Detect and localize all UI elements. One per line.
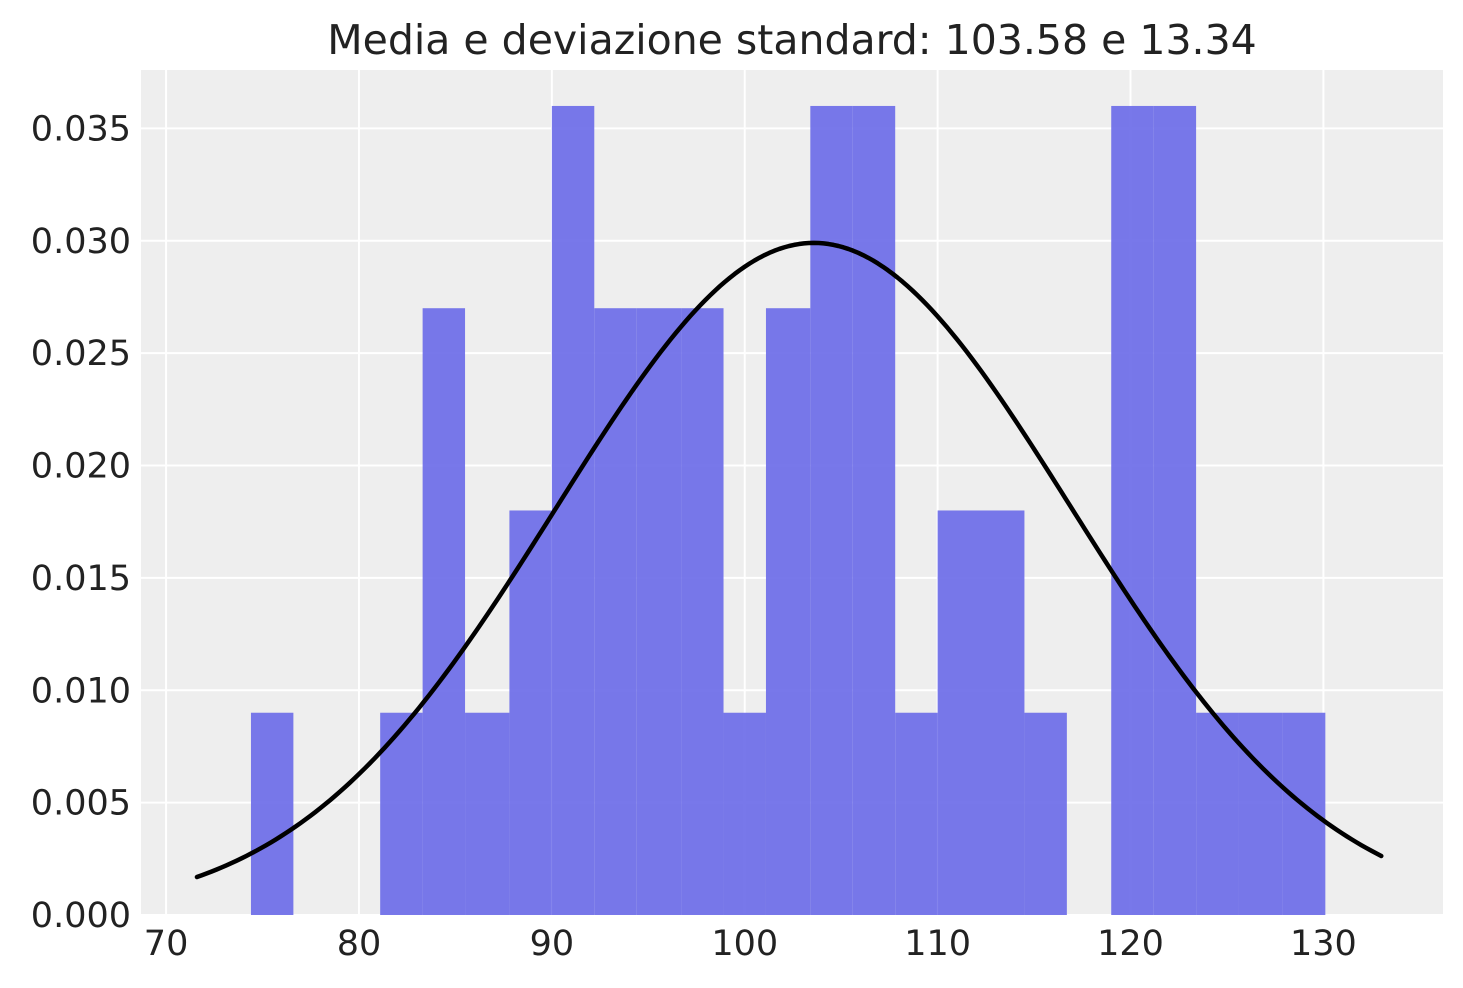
chart-title: Media e deviazione standard: 103.58 e 13… [327,16,1257,64]
y-tick-label: 0.020 [31,447,131,487]
histogram-bar-22 [1282,712,1326,915]
histogram-bar-3 [422,308,466,915]
x-axis-ticks: 70 80 90 100 110 120 130 [144,924,1357,964]
y-tick-label: 0.015 [31,559,131,599]
histogram-bar-19 [1153,105,1197,915]
x-tick-label: 110 [904,924,971,964]
y-tick-label: 0.030 [31,222,131,262]
histogram-bar-8 [636,308,682,915]
histogram-bar-17 [1024,712,1067,915]
y-axis-ticks: 0.000 0.005 0.010 0.015 0.020 0.025 0.030 0.035 [31,109,131,936]
histogram-bar-18 [1111,105,1154,915]
histogram-bar-12 [810,105,853,915]
y-tick-label: 0.035 [31,109,131,149]
y-tick-label: 0.010 [31,671,131,711]
y-tick-label: 0.005 [31,784,131,824]
density-curve-layer [194,240,1384,880]
y-tick-label: 0.025 [31,334,131,374]
histogram-bar-4 [465,712,510,915]
histogram-bar-13 [852,105,896,915]
histogram-bar-7 [594,308,637,915]
normal-density-curve [194,240,1384,880]
x-tick-label: 70 [144,924,189,964]
histogram-bar-11 [765,308,811,915]
histogram-bar-14 [895,712,938,915]
x-tick-label: 100 [711,924,778,964]
histogram-bar-6 [551,105,595,915]
x-tick-label: 80 [337,924,382,964]
x-tick-label: 90 [530,924,575,964]
histogram-bar-5 [509,510,552,915]
y-tick-label: 0.000 [31,896,131,936]
histogram-bar-16 [981,510,1025,915]
histogram-bar-21 [1238,712,1283,915]
x-tick-label: 130 [1290,924,1357,964]
histogram-bar-1 [250,712,294,915]
histogram-bar-20 [1196,712,1239,915]
histogram-bar-9 [681,308,724,915]
histogram-bar-15 [937,510,982,915]
x-tick-label: 120 [1097,924,1164,964]
histogram-bar-10 [723,712,766,915]
